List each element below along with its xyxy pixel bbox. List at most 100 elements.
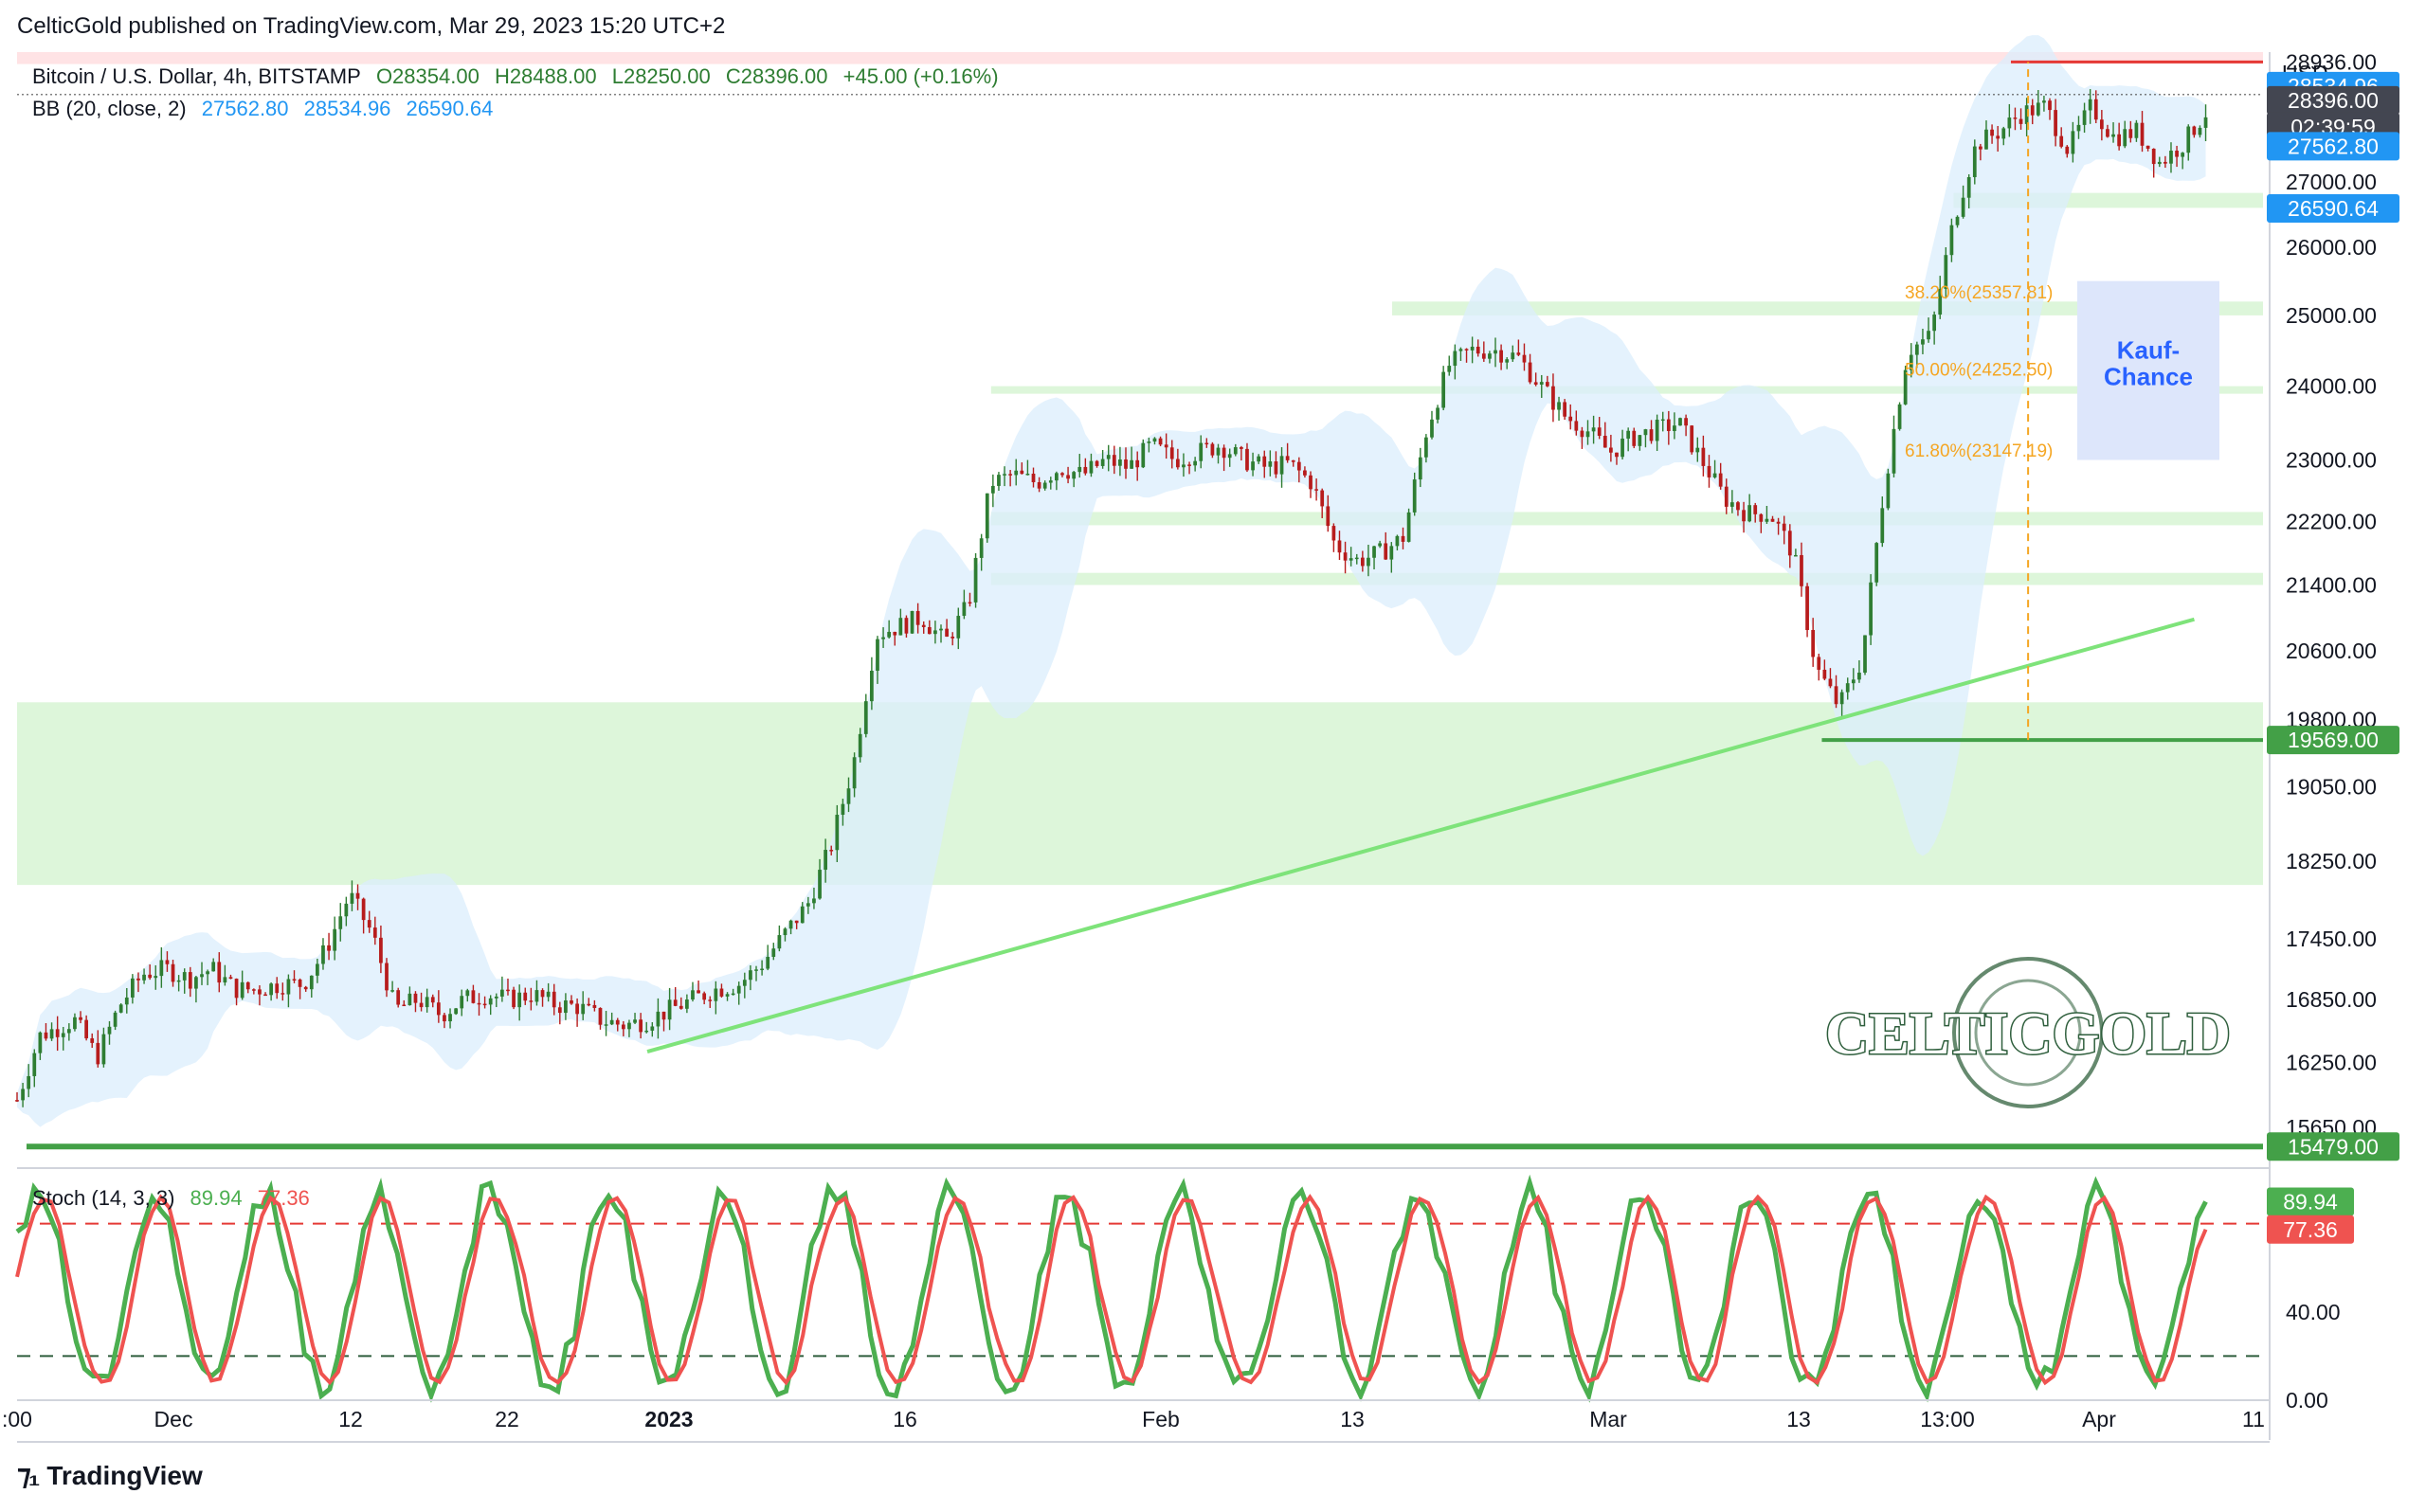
stoch-label[interactable]: Stoch (14, 3, 3) xyxy=(32,1186,175,1210)
candle-body xyxy=(800,906,805,924)
candle-body xyxy=(1585,431,1590,438)
price-tick-label: 16850.00 xyxy=(2286,987,2377,1012)
candle-body xyxy=(1996,135,2001,139)
price-label-text: 19569.00 xyxy=(2288,728,2379,752)
time-tick-label: 2023 xyxy=(644,1407,693,1431)
candle-body xyxy=(2128,129,2133,138)
support-zone xyxy=(990,572,2263,585)
price-label-text: 27562.80 xyxy=(2288,134,2379,158)
candle-body xyxy=(1077,466,1082,473)
candle-body xyxy=(1834,686,1838,705)
candle-body xyxy=(1331,526,1336,541)
candle-body xyxy=(443,1015,446,1022)
buy-chance-box[interactable] xyxy=(2077,280,2219,460)
candle-body xyxy=(223,977,227,983)
candle-body xyxy=(1551,386,1555,410)
candle-body xyxy=(2099,119,2104,130)
candle-body xyxy=(990,485,995,494)
candle-body xyxy=(633,1019,637,1023)
candle-body xyxy=(1609,447,1613,453)
bb-label[interactable]: BB (20, close, 2) xyxy=(32,97,187,120)
time-tick-label: 13:00 xyxy=(1920,1407,1975,1431)
candle-body xyxy=(465,990,470,997)
candle-body xyxy=(1152,438,1157,442)
candle-body xyxy=(835,815,840,851)
candle-body xyxy=(1528,362,1532,383)
candle-body xyxy=(1066,475,1070,479)
candle-body xyxy=(2198,127,2202,135)
time-tick-label: Feb xyxy=(1142,1407,1180,1431)
candle-body xyxy=(1303,470,1307,476)
fib-label: 61.80%(23147.19) xyxy=(1905,441,2053,461)
candle-body xyxy=(1828,678,1833,687)
support-zone xyxy=(1392,301,2263,315)
candle-body xyxy=(1886,473,1891,509)
candle-body xyxy=(639,1019,643,1033)
candle-body xyxy=(454,1008,458,1015)
candle-body xyxy=(1909,354,1913,370)
tradingview-footer[interactable]: ⁊₁ TradingView xyxy=(17,1459,203,1492)
main-legend: Bitcoin / U.S. Dollar, 4h, BITSTAMP O283… xyxy=(32,64,1008,89)
ohlc-open: O28354.00 xyxy=(375,64,480,88)
candle-body xyxy=(79,1017,82,1020)
candle-body xyxy=(766,956,770,969)
candle-body xyxy=(1458,349,1463,351)
candle-body xyxy=(973,557,978,603)
candle-body xyxy=(1314,489,1318,491)
candle-body xyxy=(731,993,735,996)
candle-body xyxy=(38,1032,43,1053)
time-tick-label: Dec xyxy=(154,1407,193,1431)
candle-body xyxy=(2203,117,2208,128)
candle-body xyxy=(1938,288,1943,315)
candle-body xyxy=(118,1004,123,1013)
candle-body xyxy=(1210,443,1215,456)
trendline[interactable] xyxy=(646,617,2195,1053)
candle-body xyxy=(1112,455,1116,466)
buy-chance-text: Kauf- xyxy=(2117,336,2180,365)
candle-body xyxy=(1897,404,1902,429)
candle-body xyxy=(1914,344,1919,355)
symbol-title[interactable]: Bitcoin / U.S. Dollar, 4h, BITSTAMP xyxy=(32,64,361,88)
candle-body xyxy=(956,616,961,639)
candle-body xyxy=(1326,506,1331,527)
candle-body xyxy=(812,898,816,904)
candle-body xyxy=(182,972,187,981)
candle-body xyxy=(500,989,504,997)
candle-body xyxy=(506,989,510,992)
tradingview-logo-icon: ⁊₁ xyxy=(17,1460,40,1491)
candle-body xyxy=(211,962,216,972)
stoch-legend: Stoch (14, 3, 3) 89.94 77.36 xyxy=(32,1186,319,1211)
candle-body xyxy=(1494,350,1497,354)
stoch-k-badge xyxy=(2267,1187,2354,1216)
candle-body xyxy=(2001,128,2006,139)
celtic-knot-inner xyxy=(1974,979,2082,1087)
candle-body xyxy=(1522,354,1527,363)
candle-body xyxy=(858,733,862,758)
candle-body xyxy=(1251,461,1255,471)
candle-body xyxy=(1014,470,1019,476)
candle-body xyxy=(1031,473,1036,483)
candle-body xyxy=(1533,382,1538,385)
candle-body xyxy=(921,624,926,627)
candle-body xyxy=(471,990,476,1003)
candle-body xyxy=(1389,546,1394,560)
candle-body xyxy=(1233,447,1238,455)
candle-body xyxy=(436,1002,441,1016)
candle-body xyxy=(1817,657,1821,670)
candle-body xyxy=(1770,518,1775,522)
candle-body xyxy=(1003,474,1006,476)
candle-body xyxy=(425,997,429,1008)
time-tick-label: Mar xyxy=(1589,1407,1627,1431)
candle-body xyxy=(107,1026,112,1035)
price-label-badge xyxy=(2267,132,2399,161)
candle-body xyxy=(303,986,308,990)
candle-body xyxy=(1516,352,1521,355)
candle-body xyxy=(194,977,198,989)
candle-body xyxy=(402,1004,407,1007)
candle-body xyxy=(794,920,799,924)
candle-body xyxy=(1620,438,1624,458)
candle-body xyxy=(228,977,233,980)
candle-body xyxy=(1268,461,1273,467)
candle-body xyxy=(1932,315,1937,332)
